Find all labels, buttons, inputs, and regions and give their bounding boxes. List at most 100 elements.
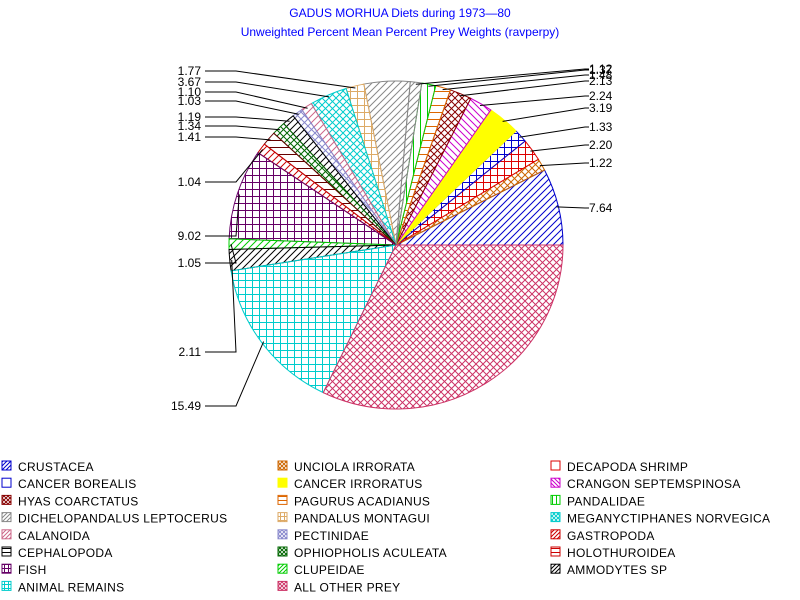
legend-swatch <box>277 529 288 540</box>
legend-label: DICHELOPANDALUS LEPTOCERUS <box>18 512 227 526</box>
legend-swatch <box>550 546 561 557</box>
legend-item-calanoida: CALANOIDA <box>1 529 90 543</box>
legend-swatch <box>550 529 561 540</box>
legend-label: ANIMAL REMAINS <box>18 580 124 594</box>
legend-item-pagurus-acadianus: PAGURUS ACADIANUS <box>277 494 430 508</box>
legend-swatch <box>277 477 288 488</box>
legend-swatch <box>1 494 12 505</box>
slice-value-label: 1.05 <box>178 256 202 270</box>
legend-swatch <box>550 512 561 523</box>
slice-value-label: 1.22 <box>589 156 613 170</box>
legend-swatch <box>1 563 12 574</box>
leader-line-unciola-irrorata <box>539 162 589 167</box>
legend-label: HOLOTHUROIDEA <box>567 546 676 560</box>
legend-item-all-other-prey: ALL OTHER PREY <box>277 580 400 594</box>
leader-line-cephalopoda <box>205 125 281 131</box>
leader-line-calanoida <box>205 91 308 109</box>
slice-value-label: 1.12 <box>589 62 613 76</box>
legend-label: GASTROPODA <box>567 529 655 543</box>
legend-swatch <box>1 512 12 523</box>
legend-label: CEPHALOPODA <box>18 546 113 560</box>
legend-item-clupeidae: CLUPEIDAE <box>277 563 365 577</box>
leader-line-ophiopholis-aculeata <box>205 136 271 141</box>
leader-line-pectinidae <box>205 100 299 115</box>
leader-line-animal-remains <box>205 341 265 407</box>
legend-swatch <box>277 494 288 505</box>
legend-item-pectinidae: PECTINIDAE <box>277 529 369 543</box>
legend-swatch <box>550 460 561 471</box>
legend-label: PANDALIDAE <box>567 494 645 508</box>
slice-value-label: 1.77 <box>178 64 202 78</box>
legend-label: AMMODYTES SP <box>567 563 667 577</box>
leader-line-pagurus-acadianus <box>442 74 589 91</box>
legend-swatch <box>277 460 288 471</box>
leader-line-hyas-coarctatus <box>459 80 589 97</box>
pie-slice-animal-remains <box>230 244 397 394</box>
legend-label: CANCER IRRORATUS <box>294 477 423 491</box>
leader-line-dichelopandalus-leptocerus <box>415 68 589 85</box>
legend-label: ALL OTHER PREY <box>294 580 400 594</box>
legend-swatch <box>550 477 561 488</box>
slice-value-label: 1.03 <box>178 94 202 108</box>
legend-swatch <box>277 563 288 574</box>
legend-item-meganyctiphanes-norvegica: MEGANYCTIPHANES NORVEGICA <box>550 512 770 526</box>
legend-swatch <box>1 460 12 471</box>
legend-label: FISH <box>18 563 47 577</box>
slice-value-label: 2.24 <box>589 89 613 103</box>
slice-value-label: 1.04 <box>178 175 202 189</box>
slice-value-label: 1.19 <box>178 110 202 124</box>
legend-swatch <box>277 580 288 591</box>
legend-item-ammodytes-sp: AMMODYTES SP <box>550 563 667 577</box>
slice-value-label: 1.41 <box>178 130 202 144</box>
legend-item-pandalus-montagui: PANDALUS MONTAGUI <box>277 512 430 526</box>
leader-line-gastropoda <box>205 116 290 122</box>
slice-value-label: 1.34 <box>178 119 202 133</box>
legend-item-ophiopholis-aculeata: OPHIOPHOLIS ACULEATA <box>277 546 447 560</box>
slice-value-label: 1.37 <box>589 63 613 77</box>
legend-label: MEGANYCTIPHANES NORVEGICA <box>567 512 770 526</box>
leader-line-crustacea <box>556 206 589 209</box>
leader-line-cancer-irroratus <box>502 107 589 122</box>
slice-value-label: 2.11 <box>179 345 202 359</box>
leader-line-holothuroidea <box>205 149 264 183</box>
leader-line-ammodytes-sp <box>205 259 237 353</box>
legend-item-unciola-irrorata: UNCIOLA IRRORATA <box>277 460 415 474</box>
legend-item-hyas-coarctatus: HYAS COARCTATUS <box>1 494 139 508</box>
legend-item-cephalopoda: CEPHALOPODA <box>1 546 113 560</box>
legend-label: PAGURUS ACADIANUS <box>294 494 430 508</box>
legend-item-cancer-irroratus: CANCER IRRORATUS <box>277 477 423 491</box>
leader-line-pandalidae <box>428 69 589 87</box>
legend: CRUSTACEA UNCIOLA IRRORATA DECAPODA SHRIMP… <box>1 460 770 594</box>
legend-label: CALANOIDA <box>18 529 90 543</box>
pie-slices <box>228 80 564 410</box>
leader-line-clupeidae <box>205 243 237 264</box>
slice-value-label: 1.10 <box>178 85 202 99</box>
legend-item-crustacea: CRUSTACEA <box>1 460 94 474</box>
slice-labels: 7.64 1.22 2.20 1.33 3.192.242.131.481.371.12… <box>171 0 619 413</box>
legend-swatch <box>550 494 561 505</box>
legend-label: HYAS COARCTATUS <box>18 494 139 508</box>
leader-line-decapoda-shrimp <box>530 144 589 152</box>
legend-item-dichelopandalus-leptocerus: DICHELOPANDALUS LEPTOCERUS <box>1 512 227 526</box>
legend-item-holothuroidea: HOLOTHUROIDEA <box>550 546 676 560</box>
legend-label: CRUSTACEA <box>18 460 94 474</box>
slice-value-label: 32.56 <box>589 0 619 3</box>
leader-line-meganyctiphanes-norvegica <box>205 81 330 98</box>
legend-label: PECTINIDAE <box>294 529 369 543</box>
leader-line-fish <box>205 194 240 237</box>
legend-item-decapoda-shrimp: DECAPODA SHRIMP <box>550 460 688 474</box>
legend-swatch <box>550 563 561 574</box>
legend-label: UNCIOLA IRRORATA <box>294 460 415 474</box>
chart-subtitle: Unweighted Percent Mean Percent Prey Wei… <box>241 25 560 39</box>
slice-value-label: 9.02 <box>178 229 202 243</box>
legend-label: PANDALUS MONTAGUI <box>294 512 430 526</box>
pie-slice-all-other-prey <box>322 244 564 410</box>
legend-label: CANCER BOREALIS <box>18 477 137 491</box>
slice-value-label: 3.19 <box>589 101 613 115</box>
legend-label: CLUPEIDAE <box>294 563 365 577</box>
chart-title: GADUS MORHUA Diets during 1973—80 <box>289 6 511 20</box>
slice-value-label: 1.48 <box>589 68 613 82</box>
legend-swatch <box>277 512 288 523</box>
legend-item-fish: FISH <box>1 563 47 577</box>
slice-value-label: 1.33 <box>589 120 613 134</box>
